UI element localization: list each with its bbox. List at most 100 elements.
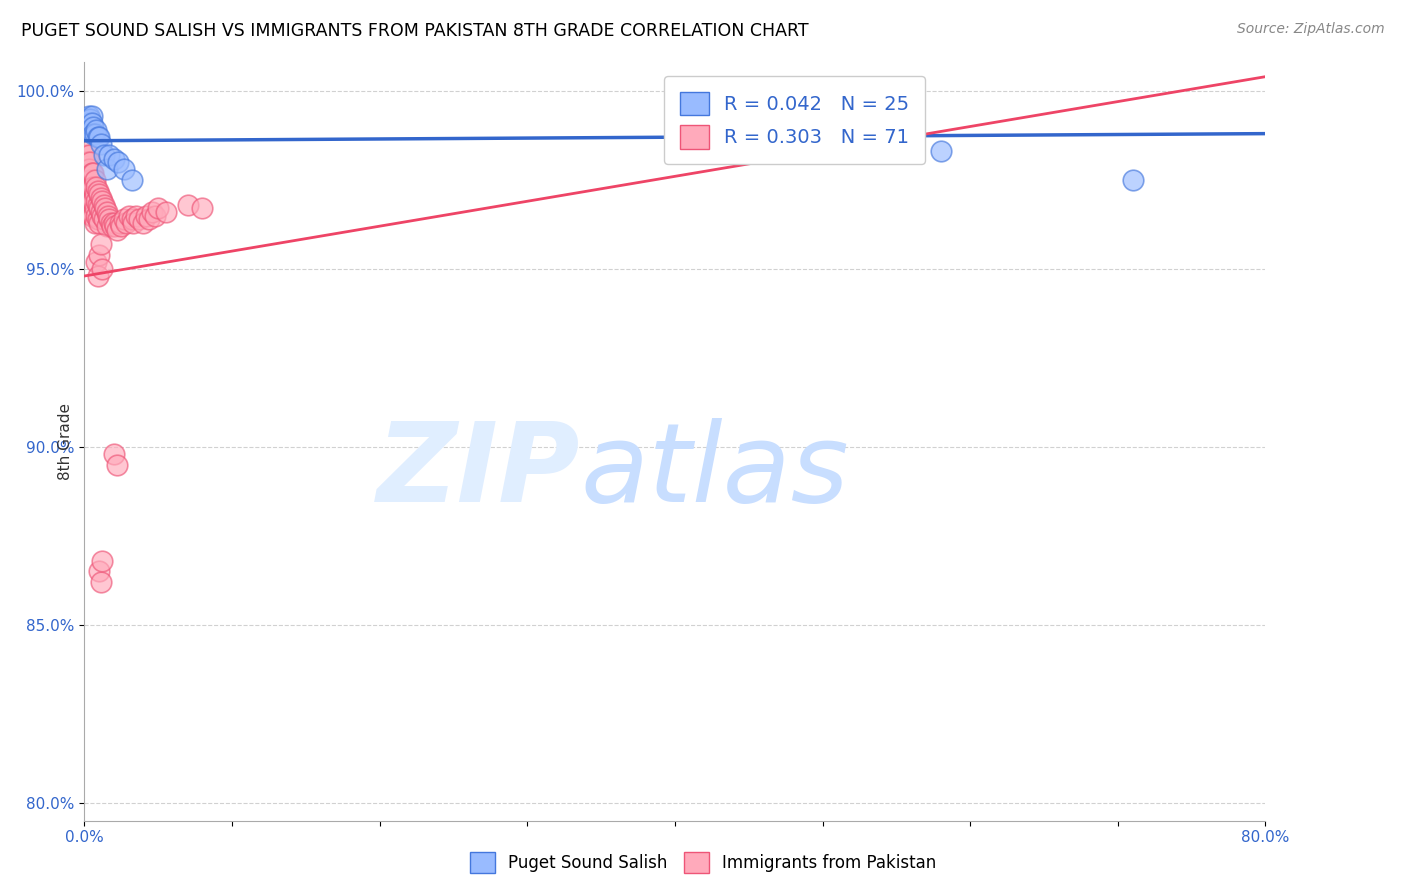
Point	[94, 202, 117, 216]
Point	[90, 237, 112, 252]
Point	[87, 565, 111, 579]
Text: Source: ZipAtlas.com: Source: ZipAtlas.com	[1237, 22, 1385, 37]
Point	[100, 216, 122, 230]
Point	[84, 123, 107, 137]
Point	[76, 169, 98, 184]
Point	[83, 187, 105, 202]
Point	[84, 180, 107, 194]
Point	[125, 209, 148, 223]
Point	[177, 198, 200, 212]
Point	[132, 216, 155, 230]
Point	[110, 219, 132, 234]
Point	[121, 173, 143, 187]
Point	[87, 130, 111, 145]
Point	[98, 212, 121, 227]
Point	[155, 205, 177, 219]
Point	[664, 137, 686, 152]
Point	[141, 205, 163, 219]
Point	[128, 212, 150, 227]
Point	[79, 173, 101, 187]
Y-axis label: 8th Grade: 8th Grade	[58, 403, 73, 480]
Point	[91, 554, 114, 568]
Point	[77, 148, 100, 162]
Point	[105, 223, 128, 237]
Point	[91, 261, 114, 276]
Point	[75, 173, 97, 187]
Point	[97, 209, 120, 223]
Point	[77, 162, 100, 177]
Point	[82, 120, 104, 134]
Legend: R = 0.042   N = 25, R = 0.303   N = 71: R = 0.042 N = 25, R = 0.303 N = 71	[664, 76, 925, 164]
Text: PUGET SOUND SALISH VS IMMIGRANTS FROM PAKISTAN 8TH GRADE CORRELATION CHART: PUGET SOUND SALISH VS IMMIGRANTS FROM PA…	[21, 22, 808, 40]
Point	[121, 212, 143, 227]
Point	[101, 219, 124, 234]
Point	[114, 216, 136, 230]
Point	[82, 127, 104, 141]
Point	[87, 216, 111, 230]
Point	[91, 209, 114, 223]
Point	[105, 458, 128, 472]
Point	[76, 112, 98, 127]
Point	[77, 109, 100, 123]
Point	[79, 205, 101, 219]
Point	[80, 209, 103, 223]
Point	[98, 148, 121, 162]
Point	[96, 205, 118, 219]
Point	[93, 148, 115, 162]
Point	[80, 194, 103, 209]
Point	[96, 162, 118, 177]
Point	[86, 198, 108, 212]
Point	[86, 212, 108, 227]
Point	[82, 166, 104, 180]
Point	[77, 116, 100, 130]
Point	[90, 137, 112, 152]
Point	[108, 216, 131, 230]
Point	[138, 212, 160, 227]
Point	[75, 159, 97, 173]
Point	[107, 155, 129, 169]
Point	[96, 219, 118, 234]
Point	[80, 180, 103, 194]
Text: atlas: atlas	[581, 418, 849, 525]
Legend: Puget Sound Salish, Immigrants from Pakistan: Puget Sound Salish, Immigrants from Paki…	[463, 846, 943, 880]
Point	[143, 209, 166, 223]
Point	[104, 219, 127, 234]
Point	[75, 148, 97, 162]
Point	[93, 212, 115, 227]
Point	[77, 205, 100, 219]
Point	[83, 202, 105, 216]
Point	[112, 162, 135, 177]
Point	[112, 212, 135, 227]
Point	[122, 216, 145, 230]
Point	[83, 216, 105, 230]
Point	[84, 194, 107, 209]
Point	[91, 194, 114, 209]
Point	[83, 173, 105, 187]
Point	[86, 184, 108, 198]
Point	[90, 575, 112, 590]
Point	[79, 112, 101, 127]
Point	[103, 447, 125, 461]
Point	[83, 127, 105, 141]
Point	[90, 205, 112, 219]
Point	[148, 202, 170, 216]
Text: ZIP: ZIP	[377, 418, 581, 525]
Point	[76, 145, 98, 159]
Point	[80, 109, 103, 123]
Point	[84, 254, 107, 268]
Point	[86, 130, 108, 145]
Point	[929, 145, 952, 159]
Point	[103, 152, 125, 166]
Point	[82, 180, 104, 194]
Point	[87, 202, 111, 216]
Point	[118, 209, 141, 223]
Point	[79, 191, 101, 205]
Point	[79, 155, 101, 169]
Point	[79, 123, 101, 137]
Point	[86, 268, 108, 283]
Point	[87, 187, 111, 202]
Point	[80, 166, 103, 180]
Point	[1122, 173, 1144, 187]
Point	[77, 191, 100, 205]
Point	[82, 209, 104, 223]
